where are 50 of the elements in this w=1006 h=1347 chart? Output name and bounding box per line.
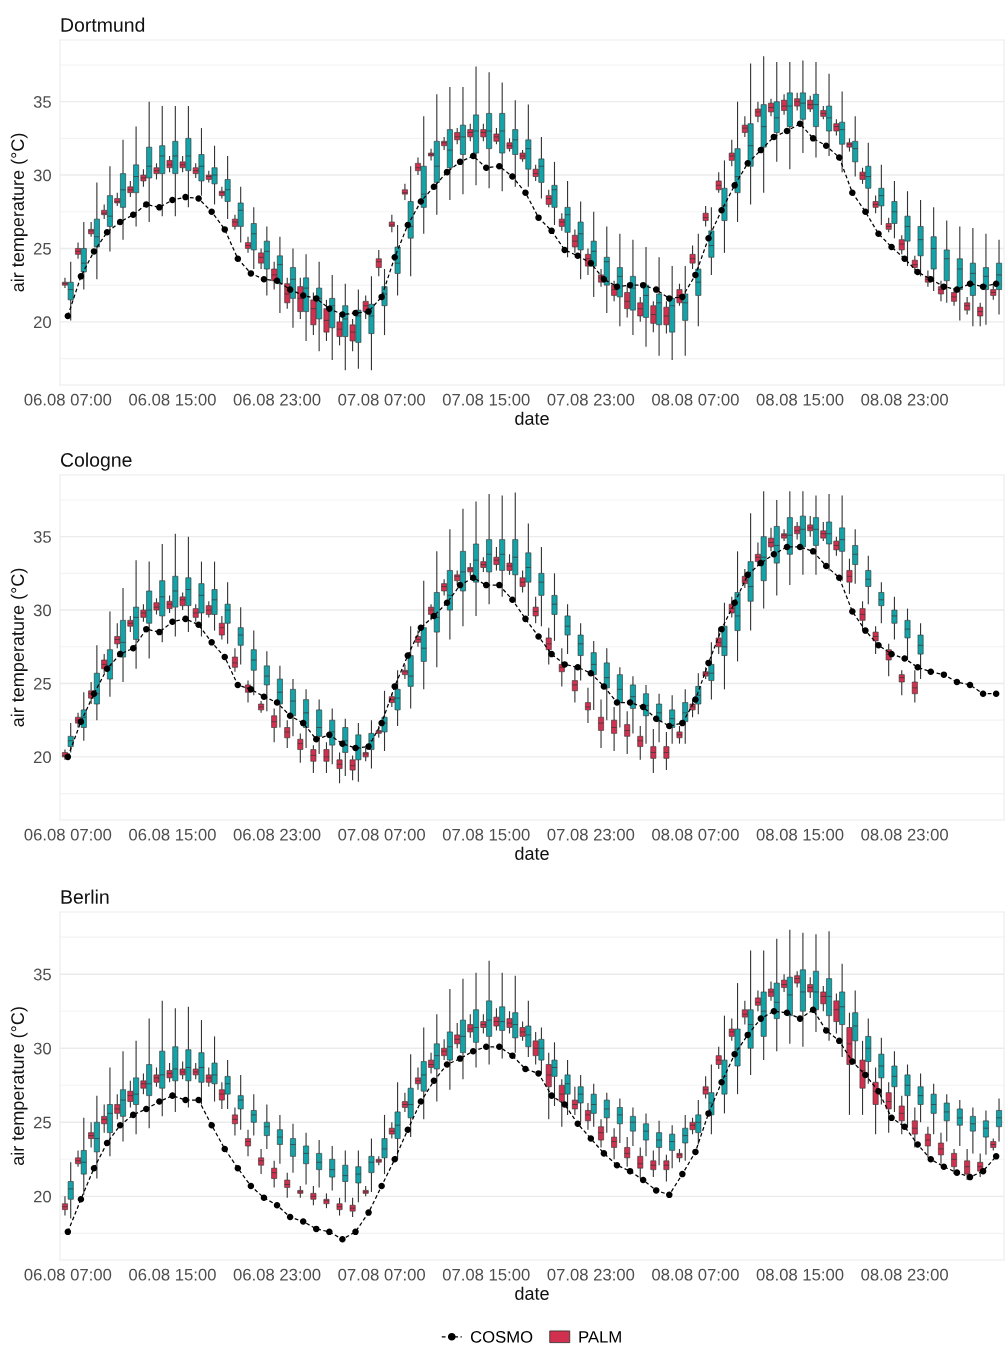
- y-axis-title: air temperature (°C): [10, 568, 28, 727]
- y-tick-label: 30: [33, 604, 52, 617]
- y-tick-label: 25: [33, 242, 51, 255]
- x-axis-title: date: [515, 1286, 549, 1300]
- y-axis-title: air temperature (°C): [10, 1007, 28, 1166]
- x-tick-label: 06.08 07:00: [24, 393, 112, 406]
- x-tick-label: 06.08 23:00: [233, 393, 321, 406]
- y-tick-label: 20: [33, 316, 52, 329]
- x-tick-label: 07.08 23:00: [547, 393, 635, 406]
- x-tick-label: 08.08 07:00: [652, 393, 739, 406]
- y-tick-label: 25: [33, 677, 51, 690]
- x-tick-label: 06.08 15:00: [129, 828, 216, 841]
- y-tick-label: 35: [33, 96, 51, 108]
- y-tick-label: 30: [33, 169, 52, 182]
- x-tick-label: 08.08 15:00: [756, 393, 844, 406]
- x-tick-label: 06.08 15:00: [129, 393, 216, 406]
- y-tick-label: 20: [33, 751, 52, 764]
- x-tick-label: 07.08 23:00: [547, 828, 635, 841]
- x-tick-label: 07.08 23:00: [547, 1268, 635, 1281]
- chart-title: Dortmund: [61, 17, 145, 32]
- x-tick-label: 07.08 15:00: [442, 828, 530, 841]
- x-tick-label: 07.08 15:00: [442, 1268, 530, 1281]
- chart-title: Cologne: [60, 452, 132, 471]
- x-tick-label: 08.08 07:00: [652, 828, 739, 841]
- legend-label: PALM: [579, 1331, 621, 1343]
- y-tick-label: 35: [33, 968, 51, 981]
- x-tick-label: 08.08 15:00: [756, 828, 844, 841]
- chart-title: Berlin: [61, 889, 109, 904]
- x-tick-label: 08.08 15:00: [756, 1268, 844, 1281]
- x-tick-label: 08.08 23:00: [861, 1268, 949, 1281]
- legend-label: COSMO: [470, 1330, 533, 1343]
- x-tick-label: 08.08 23:00: [861, 828, 949, 841]
- x-tick-label: 06.08 07:00: [24, 828, 112, 841]
- y-tick-label: 20: [33, 1190, 52, 1203]
- y-tick-label: 35: [33, 531, 51, 543]
- x-axis-title: date: [515, 846, 549, 860]
- x-tick-label: 06.08 15:00: [129, 1268, 216, 1281]
- y-axis-title: air temperature (°C): [10, 133, 28, 292]
- x-tick-label: 07.08 07:00: [338, 393, 426, 406]
- x-tick-label: 06.08 07:00: [24, 1268, 112, 1281]
- y-tick-label: 30: [33, 1042, 52, 1055]
- y-tick-label: 25: [33, 1116, 51, 1129]
- x-axis-title: date: [515, 411, 549, 425]
- x-tick-label: 06.08 23:00: [233, 828, 321, 841]
- x-tick-label: 07.08 15:00: [442, 393, 530, 406]
- x-tick-label: 08.08 07:00: [652, 1268, 739, 1281]
- x-tick-label: 07.08 07:00: [338, 828, 426, 841]
- x-tick-label: 08.08 23:00: [861, 393, 949, 406]
- x-tick-label: 07.08 07:00: [338, 1268, 426, 1281]
- x-tick-label: 06.08 23:00: [233, 1268, 321, 1281]
